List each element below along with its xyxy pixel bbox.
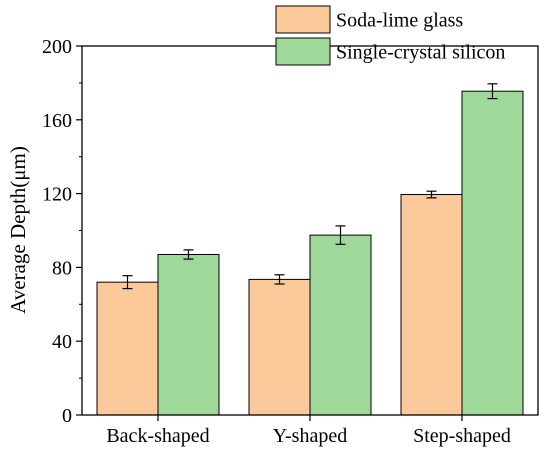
bar-soda-lime-glass-back-shaped [96,281,159,416]
legend-label-soda-lime-glass: Soda-lime glass [336,10,463,32]
bar-single-crystal-silicon-y-shaped [309,234,372,416]
y-tick-label-160: 160 [42,110,72,132]
y-tick-label-120: 120 [42,184,72,206]
axes-layer: Back-shaped Y-shaped Step-shaped 0 40 80 120 16… [42,36,539,447]
x-tick-label-step-shaped: Step-shaped [413,425,511,447]
y-tick-label-40: 40 [52,331,72,353]
bar-single-crystal-silicon-back-shaped [157,253,220,416]
bar-soda-lime-glass-step-shaped [400,194,463,416]
legend-swatch-soda-lime-glass [275,5,331,34]
legend-swatch-single-crystal-silicon [275,37,331,66]
legend: Soda-lime glass Single-crystal silicon [275,5,505,66]
bars-layer [96,90,524,416]
legend-label-single-crystal-silicon: Single-crystal silicon [336,42,505,64]
x-tick-label-back-shaped: Back-shaped [106,425,209,447]
bar-soda-lime-glass-y-shaped [248,278,311,416]
y-tick-label-0: 0 [62,405,72,427]
x-tick-label-y-shaped: Y-shaped [273,425,347,447]
y-tick-label-80: 80 [52,257,72,279]
y-axis-title: Average Depth(μm) [6,146,30,314]
y-tick-label-200: 200 [42,36,72,58]
error-bars-layer [122,83,498,290]
bar-single-crystal-silicon-step-shaped [461,90,524,416]
